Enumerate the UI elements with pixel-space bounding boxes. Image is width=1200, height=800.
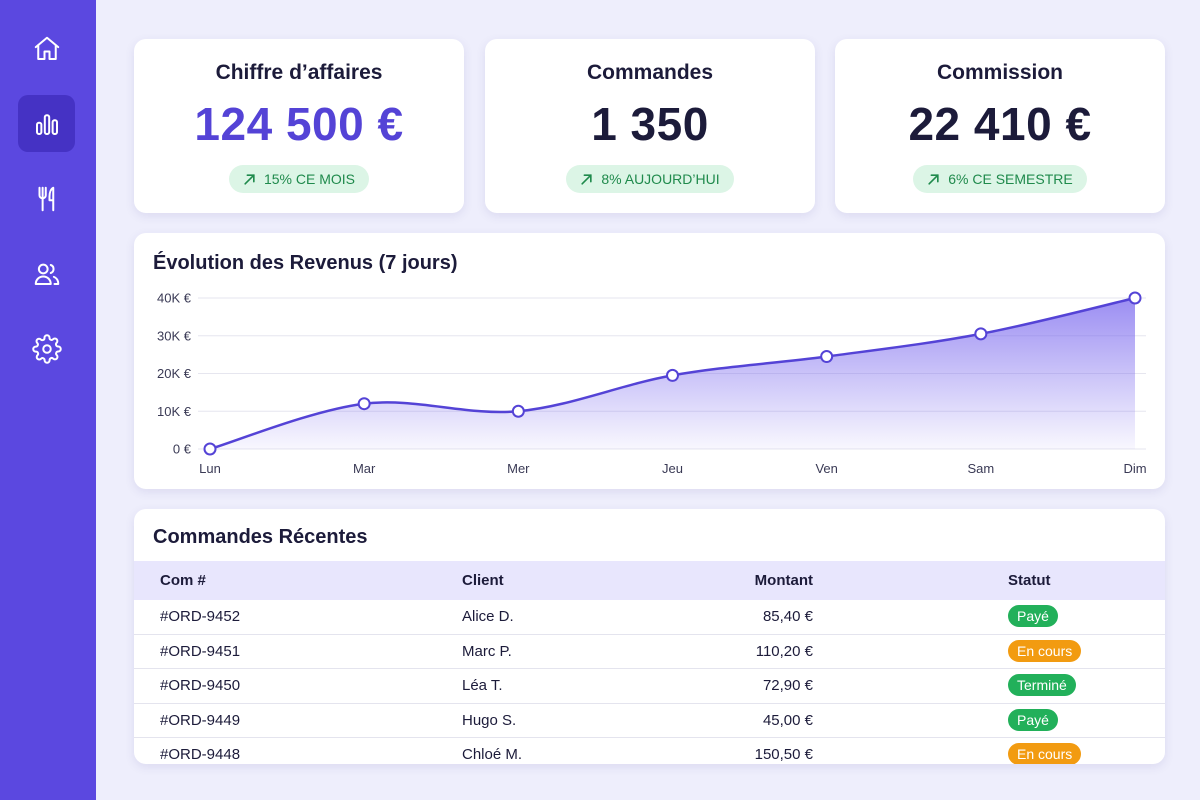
data-point[interactable] <box>666 368 679 382</box>
status-badge: Payé <box>1008 708 1058 731</box>
x-tick-label: Sam <box>967 461 994 476</box>
column-header-status[interactable]: Statut <box>1008 572 1051 589</box>
order-amount: 45,00 € <box>762 711 813 729</box>
stat-title: Commission <box>936 61 1064 84</box>
stat-card-revenue: Chiffre d’affaires 124 500 € 15% CE MOIS <box>134 39 464 213</box>
stat-value: 124 500 € <box>194 98 404 150</box>
table-title: Commandes Récentes <box>153 526 368 548</box>
stat-card-commission: Commission 22 410 € 6% CE SEMESTRE <box>835 39 1165 213</box>
x-tick-label: Dim <box>1123 461 1146 476</box>
order-amount: 110,20 € <box>755 642 813 660</box>
x-tick-label: Mar <box>353 461 376 476</box>
users-icon <box>34 263 59 285</box>
trend-label: 15% CE MOIS <box>263 171 356 187</box>
x-tick-label: Lun <box>199 461 221 476</box>
status-badge: En cours <box>1008 639 1082 662</box>
stat-card-orders: Commandes 1 350 8% AUJOURD’HUI <box>485 39 815 213</box>
trend-badge: 15% CE MOIS <box>228 165 370 193</box>
order-client: Léa T. <box>462 677 503 694</box>
y-tick-label: 0 € <box>173 442 192 457</box>
revenue-chart: 0 € 10K € 20K € 30K € 40K € Lun Mar Mer Jeu Ven Sa… <box>157 291 1147 477</box>
table-row[interactable]: #ORD-9450 Léa T. 72,90 € Terminé <box>134 669 1165 704</box>
status-badge: Payé <box>1008 605 1058 627</box>
home-icon <box>34 36 59 60</box>
order-client: Alice D. <box>462 608 514 625</box>
data-point[interactable] <box>974 327 988 341</box>
table-row[interactable]: #ORD-9448 Chloé M. 150,50 € En cours <box>134 738 1165 764</box>
trend-label: 8% AUJOURD’HUI <box>601 171 720 187</box>
nav-home[interactable] <box>18 20 75 77</box>
x-tick-label: Jeu <box>662 461 683 476</box>
x-tick-label: Mer <box>507 461 530 476</box>
stat-title: Commandes <box>586 61 714 84</box>
status-badge: En cours <box>1008 743 1082 764</box>
recent-orders-card: Commandes Récentes Com # Client Montant … <box>134 509 1165 764</box>
order-id: #ORD-9449 <box>160 711 241 729</box>
data-point[interactable] <box>1128 291 1142 305</box>
trend-badge: 6% CE SEMESTRE <box>913 165 1087 193</box>
trend-up-arrow-icon <box>244 173 255 185</box>
y-tick-label: 20K € <box>157 366 192 381</box>
chart-title: Évolution des Revenus (7 jours) <box>153 252 458 274</box>
nav-restaurants[interactable] <box>18 170 75 227</box>
status-badge: Terminé <box>1008 674 1076 696</box>
stat-title: Chiffre d’affaires <box>215 61 383 84</box>
order-amount: 72,90 € <box>762 677 813 694</box>
nav-settings[interactable] <box>18 320 75 377</box>
order-id: #ORD-9451 <box>160 642 241 660</box>
order-amount: 150,50 € <box>754 746 813 763</box>
trend-badge: 8% AUJOURD’HUI <box>566 165 734 193</box>
stat-value: 1 350 <box>591 98 709 150</box>
order-id: #ORD-9448 <box>160 746 241 763</box>
order-client: Marc P. <box>462 642 512 660</box>
y-tick-label: 40K € <box>157 291 192 306</box>
gear-icon <box>31 333 62 364</box>
trend-label: 6% CE SEMESTRE <box>948 171 1073 187</box>
nav-analytics[interactable] <box>18 95 75 152</box>
fork-knife-icon <box>38 186 54 211</box>
table-row[interactable]: #ORD-9452 Alice D. 85,40 € Payé <box>134 600 1165 635</box>
order-client: Hugo S. <box>462 711 517 729</box>
trend-up-arrow-icon <box>928 173 939 185</box>
data-point[interactable] <box>203 442 217 456</box>
data-point[interactable] <box>511 404 525 418</box>
order-amount: 85,40 € <box>762 608 813 625</box>
order-id: #ORD-9450 <box>160 677 241 694</box>
column-header-amount[interactable]: Montant <box>754 572 813 589</box>
revenue-area <box>210 298 1135 449</box>
table-header: Com # Client Montant Statut <box>134 561 1165 600</box>
trend-up-arrow-icon <box>581 173 593 185</box>
y-tick-label: 30K € <box>157 328 192 343</box>
data-point[interactable] <box>357 397 371 411</box>
column-header-order-id[interactable]: Com # <box>160 572 206 589</box>
data-point[interactable] <box>820 350 834 364</box>
y-tick-label: 10K € <box>157 404 192 419</box>
order-client: Chloé M. <box>462 746 523 763</box>
column-header-client[interactable]: Client <box>462 572 504 589</box>
bar-chart-icon <box>35 113 58 135</box>
sidebar <box>0 0 96 800</box>
stat-value: 22 410 € <box>908 98 1092 150</box>
table-row[interactable]: #ORD-9449 Hugo S. 45,00 € Payé <box>134 704 1165 738</box>
revenue-chart-card: Évolution des Revenus (7 jours) 0 € 10K €… <box>134 233 1165 489</box>
table-row[interactable]: #ORD-9451 Marc P. 110,20 € En cours <box>134 635 1165 669</box>
order-id: #ORD-9452 <box>160 608 241 625</box>
x-tick-label: Ven <box>815 461 837 476</box>
nav-users[interactable] <box>18 245 75 302</box>
